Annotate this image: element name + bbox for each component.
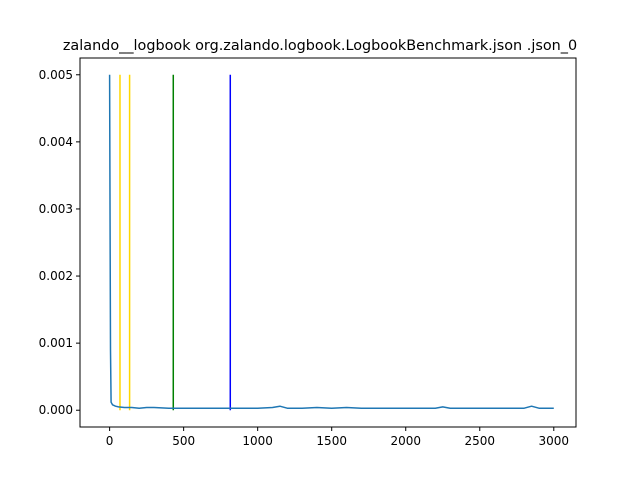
plot-frame bbox=[79, 57, 577, 428]
x-tick-label: 2000 bbox=[390, 434, 421, 448]
x-tick-label: 2500 bbox=[464, 434, 495, 448]
y-tick-label: 0.004 bbox=[39, 135, 73, 149]
x-tick-label: 1500 bbox=[316, 434, 347, 448]
vertical-markers bbox=[119, 74, 232, 411]
y-tick-label: 0.000 bbox=[39, 403, 73, 417]
x-axis: 0 500 1000 1500 2000 2500 3000 bbox=[106, 427, 569, 448]
series-line bbox=[108, 74, 554, 409]
x-tick-label: 500 bbox=[172, 434, 195, 448]
chart-title: zalando__logbook org.zalando.logbook.Log… bbox=[63, 38, 577, 54]
y-tick-label: 0.002 bbox=[39, 269, 73, 283]
y-tick-label: 0.003 bbox=[39, 202, 73, 216]
y-tick-label: 0.001 bbox=[39, 336, 73, 350]
y-tick-label: 0.005 bbox=[39, 68, 73, 82]
x-tick-label: 0 bbox=[106, 434, 114, 448]
x-tick-label: 1000 bbox=[242, 434, 273, 448]
series-layer bbox=[108, 74, 554, 409]
x-tick-label: 3000 bbox=[539, 434, 570, 448]
y-axis: 0.000 0.001 0.002 0.003 0.004 0.005 bbox=[39, 68, 80, 417]
